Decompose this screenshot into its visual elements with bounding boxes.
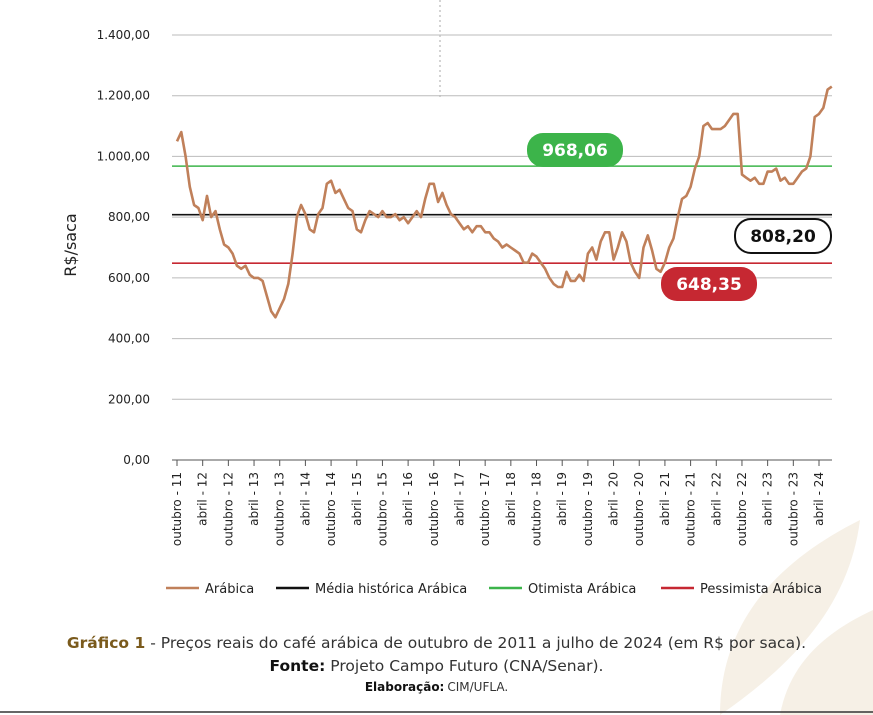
source: Fonte: Projeto Campo Futuro (CNA/Senar). [0,657,873,675]
y-tick-label: 1.200,00 [97,89,150,103]
x-tick-label: outubro - 15 [375,472,389,546]
x-tick-label: outubro - 20 [632,472,646,546]
x-tick-label: outubro - 21 [684,472,698,546]
legend-label: Pessimista Arábica [700,582,822,597]
x-tick-label: outubro - 11 [170,472,184,546]
y-tick-label: 800,00 [108,210,150,224]
x-tick-label: abril - 16 [401,472,415,526]
y-tick-label: 400,00 [108,332,150,346]
credit-text: CIM/UFLA. [447,680,509,694]
legend-label: Arábica [205,582,254,597]
x-tick-label: abril - 22 [709,472,723,526]
y-tick-label: 1.000,00 [97,149,150,163]
x-tick-label: abril - 18 [504,472,518,526]
caption: Gráfico 1- Preços reais do café arábica … [0,634,873,652]
x-tick-label: abril - 24 [812,472,826,526]
legend-label: Média histórica Arábica [315,582,467,597]
x-tick-label: abril - 23 [761,472,775,526]
caption-text: - Preços reais do café arábica de outubr… [150,634,807,652]
x-tick-label: outubro - 13 [273,472,287,546]
credit: Elaboração: CIM/UFLA. [0,680,873,694]
source-label: Fonte: [269,657,326,675]
x-tick-label: abril - 20 [607,472,621,526]
x-tick-label: outubro - 16 [427,472,441,546]
value-badge [527,133,623,167]
value-badge [734,218,832,254]
x-tick-label: outubro - 22 [735,472,749,546]
y-tick-label: 1.400,00 [97,28,150,42]
leaf [720,520,860,715]
value-badge [661,267,757,301]
x-tick-label: outubro - 12 [221,472,235,546]
y-tick-label: 200,00 [108,392,150,406]
x-tick-label: abril - 17 [452,472,466,526]
x-tick-label: outubro - 18 [530,472,544,546]
x-tick-label: abril - 21 [658,472,672,526]
x-tick-label: abril - 15 [350,472,364,526]
value-label: 648,35 [676,275,742,295]
decoration [720,520,873,715]
x-tick-label: abril - 14 [298,472,312,526]
x-tick-label: outubro - 23 [786,472,800,546]
source-text: Projeto Campo Futuro (CNA/Senar). [330,657,604,675]
credit-label: Elaboração: [364,680,445,694]
y-tick-label: 0,00 [123,453,150,467]
value-label: 808,20 [750,227,816,247]
x-tick-label: outubro - 14 [324,472,338,546]
leaf [780,610,873,715]
x-tick-label: outubro - 17 [478,472,492,546]
y-axis-title: R$/saca [61,213,80,276]
value-label: 968,06 [542,141,608,161]
x-tick-label: abril - 12 [196,472,210,526]
legend-label: Otimista Arábica [528,582,636,597]
x-tick-label: abril - 13 [247,472,261,526]
data-line [175,85,833,319]
caption-label: Gráfico 1 [66,634,146,652]
x-tick-label: abril - 19 [555,472,569,526]
x-tick-label: outubro - 19 [581,472,595,546]
y-tick-label: 600,00 [108,271,150,285]
